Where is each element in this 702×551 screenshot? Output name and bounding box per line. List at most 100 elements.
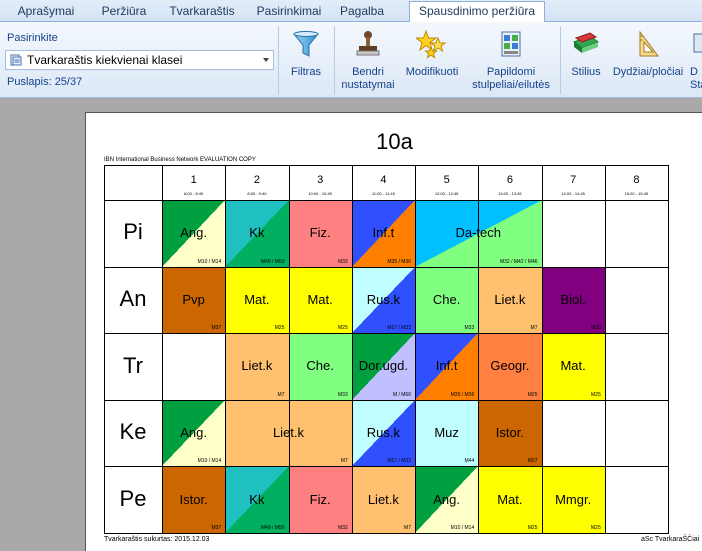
ribbon-tab-bar: Aprašymai Peržiūra Tvarkaraštis Pasirink… <box>0 0 702 23</box>
selection-group-label: Pasirinkite <box>7 32 58 44</box>
lesson-room: M25 <box>591 391 601 398</box>
lesson-room: M10 / M14 <box>197 258 222 265</box>
tab-view[interactable]: Peržiūra <box>101 4 147 18</box>
grid-line <box>104 399 668 401</box>
grid-line <box>104 333 668 335</box>
lesson-cell[interactable]: Kk M49 / M50 <box>225 200 289 267</box>
print-preview-area[interactable]: 10a IBN International Business Network E… <box>0 98 702 551</box>
period-number: 2 <box>253 174 260 186</box>
ribbon: Pasirinkite Tvarkaraštis kiekvienai klas… <box>0 22 702 98</box>
grid-line <box>104 466 668 468</box>
lesson-room: M17 / M33 <box>387 458 411 465</box>
lesson-room: M25 <box>527 391 538 398</box>
tab-timetable[interactable]: Tvarkaraštis <box>169 4 235 18</box>
ribbon-separator <box>334 26 335 94</box>
tab-options[interactable]: Pasirinkimai <box>256 4 322 18</box>
lesson-room: M33 <box>464 325 475 332</box>
lesson-subject: Mat. <box>244 291 270 307</box>
lesson-room: M49 / M50 <box>260 524 285 531</box>
lesson-room: M35 / M36 <box>387 258 411 265</box>
lesson-subject: Muz <box>434 425 459 441</box>
lesson-cell[interactable]: Fiz. M32 <box>288 466 352 533</box>
timetable-type-value: Tvarkaraštis kiekvienai klasei <box>27 53 183 67</box>
lesson-subject: Liet.k <box>494 291 526 307</box>
created-date-footer: Tvarkaraštis sukurtas: 2015.12.03 <box>104 536 210 543</box>
period-time: 12:00 - 12:45 <box>434 191 459 196</box>
lesson-cell[interactable]: Istor. M37 <box>162 466 226 533</box>
lesson-cell[interactable]: Mat. M25 <box>541 333 605 400</box>
extra-columns-label-text: Papildomi stulpeliai/eilutės <box>472 66 550 91</box>
timetable-type-dropdown[interactable]: Tvarkaraštis kiekvienai klasei <box>5 50 274 70</box>
chevron-down-icon[interactable] <box>263 58 269 62</box>
lesson-cell[interactable]: Geogr. M25 <box>478 333 542 400</box>
period-number: 5 <box>443 174 450 186</box>
lesson-cell[interactable]: Inf.t M35 / M36 <box>351 200 415 267</box>
preview-page: 10a IBN International Business Network E… <box>85 112 702 551</box>
grid-line <box>225 165 227 533</box>
general-settings-button[interactable]: Bendri nustatymai <box>338 24 398 96</box>
lesson-cell[interactable]: Ang. M10 / M14 <box>162 200 226 267</box>
lesson-subject: Fiz. <box>309 225 331 241</box>
lesson-subject: Dor.ugd. <box>358 358 408 374</box>
filter-button[interactable]: Filtras <box>284 24 328 96</box>
lesson-cell[interactable]: Rus.k M17 / M33 <box>351 399 415 467</box>
lesson-room: M7 <box>340 458 348 465</box>
tab-help[interactable]: Pagalba <box>339 4 385 18</box>
lesson-room: M25 <box>338 325 348 332</box>
lesson-room: M10 / M14 <box>197 458 222 465</box>
lesson-cell[interactable]: Mat. M25 <box>225 266 289 334</box>
lesson-cell[interactable]: Pvp M37 <box>162 266 226 334</box>
lesson-cell[interactable]: Che. M33 <box>415 266 479 334</box>
display-icon <box>693 33 702 53</box>
lesson-cell[interactable]: Inf.t M35 / M36 <box>415 333 479 400</box>
ribbon-separator <box>278 26 279 94</box>
lesson-cell[interactable]: Dor.ugd. M / M66 <box>351 333 415 400</box>
grid-line <box>104 533 668 534</box>
tab-print-preview[interactable]: Spausdinimo peržiūra <box>409 1 545 23</box>
style-button[interactable]: Stilius <box>564 24 608 96</box>
grid-line <box>541 165 543 533</box>
lesson-subject: Biol. <box>560 291 586 307</box>
lesson-cell[interactable]: Mat. M25 <box>478 466 542 533</box>
period-time: 8:55 - 9:40 <box>247 191 267 196</box>
lesson-cell[interactable]: Ang. M10 / M14 <box>162 399 226 467</box>
lesson-subject: Mat. <box>307 291 333 307</box>
lesson-subject: Pvp <box>182 291 205 307</box>
lesson-cell[interactable]: Muz M44 <box>415 399 479 467</box>
lesson-subject: Mmgr. <box>555 491 592 507</box>
lesson-room: M32 <box>338 258 348 265</box>
lesson-cell[interactable]: Liet.k M7 <box>225 333 289 400</box>
page-indicator: Puslapis: 25/37 <box>7 76 83 88</box>
lesson-room: M37 <box>211 524 222 531</box>
lesson-subject: Kk <box>249 225 265 241</box>
grid-line <box>104 165 105 533</box>
display-button[interactable]: D Sta <box>690 24 702 96</box>
lesson-cell[interactable]: Liet.k M7 <box>351 466 415 533</box>
period-number: 1 <box>190 174 197 186</box>
lesson-cell[interactable]: Ang. M10 / M14 <box>415 466 479 533</box>
lesson-room: M37 <box>211 325 222 332</box>
grid-line <box>104 266 668 268</box>
modifiers-button[interactable]: Modifikuoti <box>400 24 464 96</box>
grid-line <box>288 165 290 533</box>
lesson-cell[interactable]: Che. M33 <box>288 333 352 400</box>
lesson-subject: Fiz. <box>309 491 331 507</box>
lesson-cell[interactable]: Kk M49 / M50 <box>225 466 289 533</box>
lesson-room: M7 <box>277 391 285 398</box>
lesson-room: M / M66 <box>392 391 411 398</box>
lesson-cell[interactable]: Mmgr. M25 <box>541 466 605 533</box>
lesson-cell[interactable]: Biol. M30 <box>541 266 605 334</box>
timetable-grid: Ang. M10 / M14 Kk M49 / M50 Fiz. M32 Inf.t M35 … <box>104 165 669 534</box>
size-button[interactable]: Dydžiai/pločiai <box>610 24 686 96</box>
lesson-cell[interactable]: Mat. M25 <box>288 266 352 334</box>
lesson-cell[interactable]: Rus.k M17 / M33 <box>351 266 415 334</box>
lesson-subject: Ang. <box>433 491 460 507</box>
tab-descriptions[interactable]: Aprašymai <box>17 4 75 18</box>
grid-line <box>478 165 480 533</box>
period-time: 10:00 - 10:45 <box>308 191 332 196</box>
extra-columns-button[interactable]: Papildomi stulpeliai/eilutės <box>466 24 556 96</box>
lesson-cell[interactable]: Liet.k M7 <box>478 266 542 334</box>
lesson-cell[interactable]: Istor. M37 <box>478 399 542 467</box>
day-label: Ke <box>119 419 147 445</box>
lesson-cell[interactable]: Fiz. M32 <box>288 200 352 267</box>
